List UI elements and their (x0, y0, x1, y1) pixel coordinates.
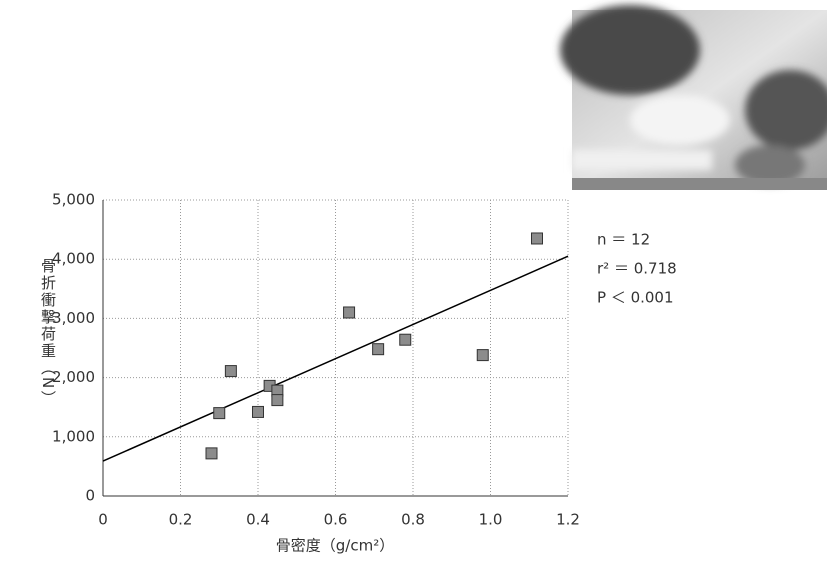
trendline (102, 255, 569, 462)
y-tick-label: 0 (85, 487, 95, 505)
annotation: n ＝ 12 (597, 231, 650, 249)
y-tick-label: 1,000 (52, 427, 95, 445)
point (213, 407, 226, 420)
annotation: P ＜ 0.001 (597, 289, 674, 307)
y-tick-label: 4,000 (52, 250, 95, 268)
x-tick-label: 1.0 (479, 511, 503, 529)
point (252, 405, 264, 418)
point (343, 306, 356, 319)
point (271, 394, 284, 407)
y-tick-label: 3,000 (52, 309, 95, 327)
point (476, 349, 489, 362)
y-tick-label: 2,000 (52, 368, 95, 386)
photo (560, 5, 827, 190)
x-tick-label: 0.8 (401, 511, 425, 529)
x-tick-label: 0.4 (246, 511, 270, 529)
x-axis-label: 骨密度（g/cm²） (276, 537, 394, 555)
point (205, 447, 218, 460)
point (372, 343, 385, 356)
point (399, 333, 412, 346)
point (531, 232, 543, 245)
x-tick-label: 0 (98, 511, 108, 529)
y-axis-label: 骨折衝撃荷重（N） (39, 258, 57, 407)
point (224, 365, 237, 378)
annotation: r² ＝ 0.718 (597, 260, 677, 278)
x-tick-label: 1.2 (556, 511, 580, 529)
x-tick-label: 0.2 (169, 511, 193, 529)
y-tick-label: 5,000 (52, 191, 95, 209)
x-tick-label: 0.6 (324, 511, 348, 529)
